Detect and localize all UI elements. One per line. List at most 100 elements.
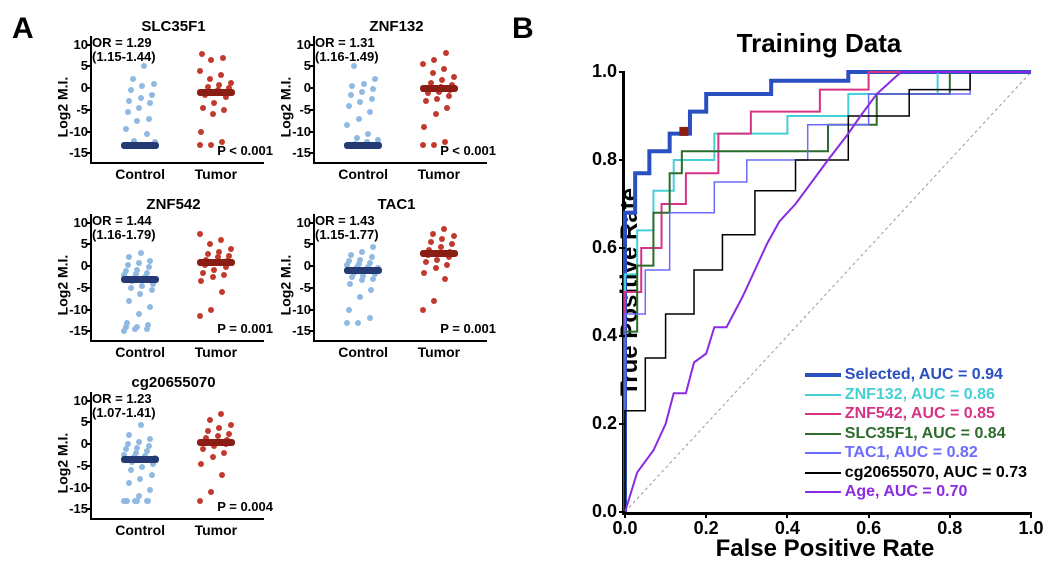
dot-control	[126, 98, 132, 104]
dot-tumor	[226, 431, 232, 437]
subplot-stats: OR = 1.44 (1.16-1.79)	[92, 214, 156, 241]
dot-control	[128, 87, 134, 93]
ytick-label: 5	[66, 414, 88, 429]
dot-control	[147, 487, 153, 493]
dot-control	[138, 95, 144, 101]
dot-control	[147, 100, 153, 106]
dot-control	[125, 441, 131, 447]
legend-line	[805, 472, 841, 474]
dot-tumor	[197, 231, 203, 237]
roc-xtick-label: 0.4	[767, 518, 807, 539]
dot-tumor	[211, 267, 217, 273]
subplot-tac1: TAC1Log2 M.I.-15-10-50510ControlTumorOR …	[291, 198, 502, 372]
ytick-mark	[310, 287, 315, 289]
dot-tumor	[208, 142, 214, 148]
median-control	[121, 276, 159, 283]
subplot-stats: OR = 1.31 (1.16-1.49)	[315, 36, 379, 63]
ytick-label: 0	[66, 80, 88, 95]
subplot-stats: OR = 1.23 (1.07-1.41)	[92, 392, 156, 419]
median-tumor	[420, 85, 458, 92]
dot-tumor	[198, 278, 204, 284]
legend-label: SLC35F1, AUC = 0.84	[845, 424, 1006, 444]
dot-control	[146, 264, 152, 270]
dot-control	[365, 131, 371, 137]
dot-tumor	[420, 307, 426, 313]
subplot-title: ZNF132	[291, 18, 502, 35]
legend-line	[805, 413, 841, 415]
legend-label: Selected, AUC = 0.94	[845, 365, 1003, 385]
dot-control	[126, 480, 132, 486]
legend-label: TAC1, AUC = 0.82	[845, 443, 978, 463]
ytick-mark	[87, 265, 92, 267]
dot-tumor	[216, 425, 222, 431]
dot-tumor	[221, 272, 227, 278]
dot-tumor	[208, 307, 214, 313]
dot-tumor	[434, 96, 440, 102]
subplot-title: ZNF542	[68, 196, 279, 213]
legend-item: Age, AUC = 0.70	[805, 482, 1027, 502]
dot-control	[359, 249, 365, 255]
median-tumor	[420, 250, 458, 257]
dot-control	[368, 287, 374, 293]
dot-control	[125, 262, 131, 268]
dot-control	[124, 498, 130, 504]
dot-tumor	[430, 231, 436, 237]
legend-item: cg20655070, AUC = 0.73	[805, 463, 1027, 483]
dot-tumor	[197, 68, 203, 74]
ytick-mark	[310, 309, 315, 311]
dot-tumor	[439, 77, 445, 83]
roc-xtick-label: 0.8	[930, 518, 970, 539]
dot-tumor	[220, 55, 226, 61]
ytick-mark	[87, 243, 92, 245]
roc-xlabel: False Positive Rate	[622, 535, 1028, 563]
dot-control	[128, 467, 134, 473]
roc-ytick-label: 0.4	[581, 325, 617, 346]
ytick-mark	[87, 309, 92, 311]
dot-tumor	[441, 226, 447, 232]
subplot-stats: OR = 1.29 (1.15-1.44)	[92, 36, 156, 63]
dot-control	[144, 448, 150, 454]
dot-control	[124, 320, 130, 326]
roc-plot-area: Selected, AUC = 0.94ZNF132, AUC = 0.86ZN…	[622, 72, 1031, 515]
dot-control	[370, 86, 376, 92]
ytick-label: -15	[289, 323, 311, 338]
dot-control	[146, 116, 152, 122]
ytick-mark	[310, 243, 315, 245]
scatterplot-grid: SLC35F1Log2 M.I.-15-10-50510ControlTumor…	[68, 20, 502, 550]
dot-tumor	[208, 57, 214, 63]
dot-control	[346, 307, 352, 313]
ytick-label: 5	[66, 58, 88, 73]
roc-ytick-mark	[619, 335, 625, 337]
dot-control	[359, 89, 365, 95]
ytick-label: -10	[66, 480, 88, 495]
ytick-mark	[310, 265, 315, 267]
legend-line	[805, 452, 841, 454]
ytick-label: 0	[66, 436, 88, 451]
legend-label: ZNF542, AUC = 0.85	[845, 404, 995, 424]
roc-ytick-mark	[619, 159, 625, 161]
dot-control	[141, 63, 147, 69]
subplot-title: SLC35F1	[68, 18, 279, 35]
dot-tumor	[423, 259, 429, 265]
ytick-mark	[310, 330, 315, 332]
legend-label: ZNF132, AUC = 0.86	[845, 385, 995, 405]
dot-control	[145, 498, 151, 504]
dot-tumor	[428, 239, 434, 245]
ytick-label: 5	[289, 236, 311, 251]
dot-control	[146, 443, 152, 449]
dot-tumor	[198, 129, 204, 135]
dot-tumor	[421, 270, 427, 276]
dot-control	[147, 258, 153, 264]
dot-tumor	[205, 251, 211, 257]
dot-tumor	[423, 98, 429, 104]
dot-control	[136, 311, 142, 317]
dot-control	[126, 298, 132, 304]
dot-control	[367, 109, 373, 115]
ytick-label: 10	[66, 37, 88, 52]
dot-control	[355, 320, 361, 326]
ytick-label: 5	[289, 58, 311, 73]
median-tumor	[197, 439, 235, 446]
dot-control	[126, 432, 132, 438]
dot-tumor	[207, 241, 213, 247]
roc-ytick-mark	[619, 423, 625, 425]
